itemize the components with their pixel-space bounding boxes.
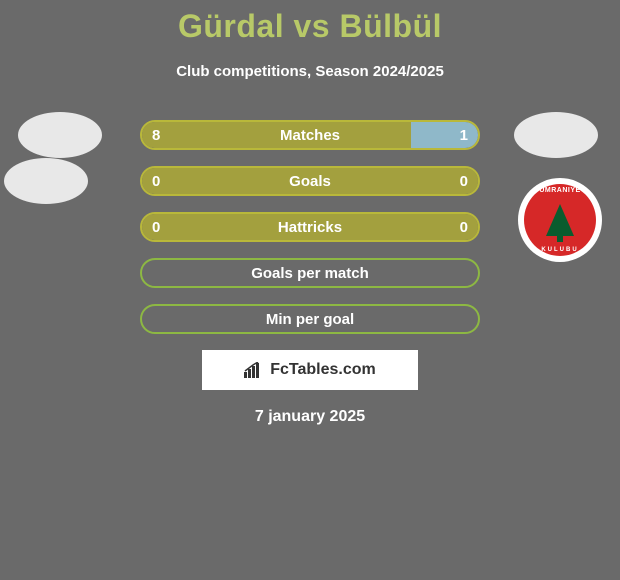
attribution-text: FcTables.com xyxy=(270,361,376,379)
subtitle: Club competitions, Season 2024/2025 xyxy=(0,63,620,80)
bar-label: Goals xyxy=(142,173,478,190)
stat-bar: 00Goals xyxy=(140,166,480,196)
bar-label: Goals per match xyxy=(142,265,478,282)
club-text-bottom: KULUBU xyxy=(541,247,578,253)
bar-label: Matches xyxy=(142,127,478,144)
club-logo: UMRANIYE KULUBU xyxy=(518,178,602,262)
club-text-top: UMRANIYE xyxy=(539,187,580,194)
stat-bar: Goals per match xyxy=(140,258,480,288)
page-title: Gürdal vs Bülbül xyxy=(0,0,620,45)
player-right-avatar xyxy=(514,112,598,158)
stat-bar: 00Hattricks xyxy=(140,212,480,242)
chart-icon xyxy=(244,362,264,378)
attribution-box: FcTables.com xyxy=(202,350,418,390)
date-line: 7 january 2025 xyxy=(0,408,620,426)
tree-icon xyxy=(546,204,574,236)
stat-bar: 81Matches xyxy=(140,120,480,150)
stat-bar: Min per goal xyxy=(140,304,480,334)
bar-label: Hattricks xyxy=(142,219,478,236)
bar-label: Min per goal xyxy=(142,311,478,328)
player-left-avatar xyxy=(18,112,102,158)
comparison-bars: 81Matches 00Goals 00Hattricks Goals per mat… xyxy=(140,120,480,334)
